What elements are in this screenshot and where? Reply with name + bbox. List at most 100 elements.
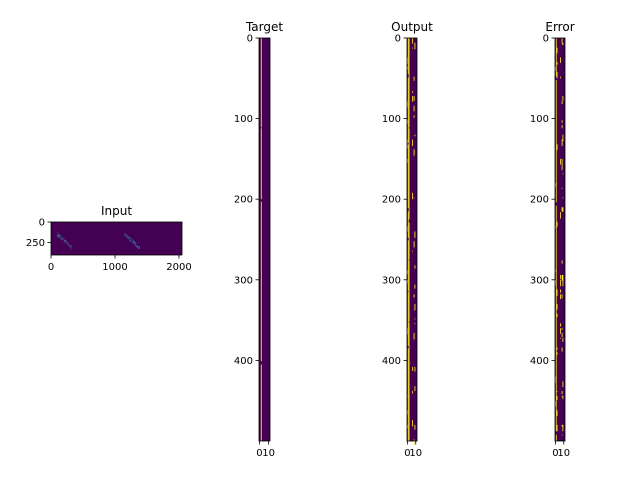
y-tick-label: 250: [26, 238, 45, 249]
heatmap-cell: [407, 395, 408, 397]
heatmap-cell: [63, 239, 65, 240]
heatmap-cell: [556, 221, 558, 227]
heatmap-cell: [407, 240, 409, 292]
heatmap-cell: [133, 243, 135, 244]
heatmap-cell: [561, 347, 563, 352]
heatmap-cell: [412, 250, 413, 252]
heatmap-cell: [562, 381, 564, 387]
axes-frame: [406, 37, 418, 442]
heatmap-cell: [407, 348, 409, 414]
heatmap-cell: [407, 38, 409, 75]
heatmap-cell: [57, 232, 59, 234]
heatmap-cell: [555, 240, 557, 321]
heatmap-cell: [126, 235, 128, 237]
heatmap-cell: [414, 42, 416, 50]
heatmap-cell: [560, 274, 561, 279]
heatmap-cell: [125, 233, 127, 235]
heatmap-cell: [560, 337, 561, 339]
heatmap-cell: [69, 245, 71, 247]
heatmap-cell: [562, 395, 564, 400]
heatmap-cell: [555, 67, 556, 72]
heatmap-cell: [126, 237, 128, 239]
heatmap-cell: [407, 77, 409, 143]
heatmap-cell: [260, 38, 262, 72]
heatmap-cell: [260, 251, 262, 289]
x-tick-label: 0: [404, 448, 410, 459]
heatmap-cell: [61, 238, 63, 240]
heatmap-cell: [556, 424, 558, 432]
y-tick-label: 100: [530, 114, 549, 125]
heatmap-cell: [413, 439, 415, 446]
heatmap-cell: [556, 352, 558, 355]
heatmap-cell: [555, 349, 557, 370]
chart-title: Output: [391, 20, 433, 34]
heatmap-cell: [65, 240, 67, 241]
heatmap-cell: [407, 57, 408, 64]
y-tick-label: 0: [247, 34, 253, 45]
heatmap-cell: [413, 115, 415, 118]
heatmap-cell: [136, 247, 138, 248]
heatmap-cell: [65, 241, 66, 243]
heatmap-cell: [133, 241, 135, 243]
heatmap-cell: [556, 303, 558, 310]
heatmap-cell: [139, 246, 140, 248]
heatmap-cell: [62, 237, 63, 239]
heatmap-cell: [59, 236, 60, 238]
heatmap-cell: [135, 245, 137, 247]
x-tick-label: 0: [552, 448, 558, 459]
heatmap-cell: [562, 173, 564, 175]
heatmap-cell: [412, 96, 413, 102]
heatmap-cell: [408, 183, 410, 220]
heatmap-cell: [555, 400, 556, 407]
chart-title: Error: [545, 20, 574, 34]
heatmap-cell: [561, 294, 563, 299]
heatmap-cell: [560, 57, 561, 63]
heatmap-cell: [133, 241, 135, 243]
heatmap-cell: [556, 410, 558, 417]
x-tick-label: 10: [409, 448, 422, 459]
heatmap-cell: [562, 134, 564, 142]
heatmap-cell: [407, 291, 409, 346]
heatmap-cell: [556, 395, 558, 400]
heatmap-cell: [66, 243, 68, 244]
heatmap-cell: [561, 100, 563, 105]
heatmap-cell: [412, 38, 413, 44]
heatmap-cell: [562, 279, 564, 287]
heatmap-cell: [407, 144, 408, 149]
heatmap-cell: [408, 385, 410, 441]
heatmap-cell: [556, 62, 558, 65]
heatmap-cell: [407, 211, 409, 238]
heatmap-cell: [62, 237, 64, 239]
heatmap-cell: [412, 139, 413, 147]
heatmap-cell: [127, 235, 128, 237]
heatmap-cell: [561, 120, 563, 123]
heatmap-cell: [68, 242, 69, 244]
heatmap-cell: [131, 238, 133, 240]
heatmap-cell: [128, 236, 130, 238]
heatmap-cell: [407, 226, 408, 232]
heatmap-cell: [125, 235, 127, 237]
heatmap-cell: [560, 158, 561, 165]
y-tick-label: 200: [382, 195, 401, 206]
heatmap-cell: [556, 71, 558, 79]
heatmap-cell: [70, 247, 71, 248]
heatmap-cell: [414, 366, 416, 372]
heatmap-cell: [260, 201, 262, 252]
heatmap-cell: [555, 270, 556, 272]
heatmap-cell: [132, 241, 134, 243]
heatmap-cell: [136, 246, 138, 248]
heatmap-cell: [556, 144, 558, 151]
heatmap-cell: [58, 235, 60, 237]
heatmap-cell: [64, 240, 66, 242]
heatmap-cell: [58, 236, 60, 238]
heatmap-cell: [408, 222, 410, 260]
heatmap-cell: [138, 247, 140, 248]
y-tick-label: 0: [543, 34, 549, 45]
heatmap-background: [555, 38, 565, 441]
heatmap-cell: [135, 244, 137, 246]
heatmap-cell: [407, 424, 408, 429]
heatmap-cell: [66, 241, 68, 243]
heatmap-cell: [64, 239, 65, 241]
heatmap-cell: [128, 238, 130, 239]
